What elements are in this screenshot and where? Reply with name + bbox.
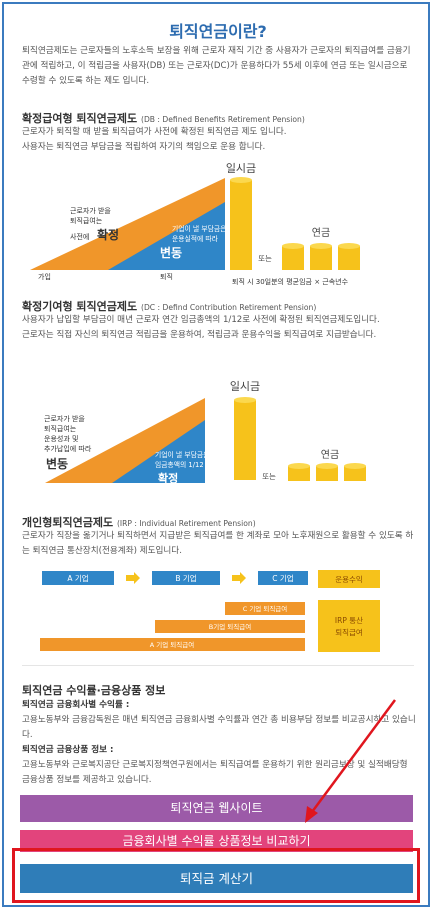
heading-sub: (DC : Defind Contribution Retirement Pen… <box>141 303 317 312</box>
lump-sum-label: 일시금 <box>226 161 256 175</box>
worker-label: 퇴직급여는 <box>44 424 77 433</box>
worker-label: 퇴직급여는 <box>70 216 103 225</box>
returns-box <box>318 570 380 588</box>
heading-sub: (IRP : Individual Retirement Pension) <box>116 519 256 528</box>
arrow <box>232 572 246 584</box>
or-label: 또는 <box>262 472 276 481</box>
worker-label: 근로자가 받을 <box>70 206 111 215</box>
body-line: 사용자는 퇴직연금 부담금을 적립하여 자기의 책임으로 운용 합니다. <box>22 142 266 152</box>
info-body: 퇴직연금 금융회사별 수익률 : 고용노동부와 금융감독원은 매년 퇴직연금 금… <box>22 698 416 788</box>
section-heading: 확정기여형 퇴직연금제도 (DC : Defind Contribution R… <box>22 298 316 314</box>
intro-text: 퇴직연금제도는 근로자들의 노후소득 보장을 위해 근로자 재직 기간 중 사용… <box>22 46 411 86</box>
annuity-label: 연금 <box>312 227 330 239</box>
employer-state: 변동 <box>160 245 182 260</box>
lump-sum-label: 일시금 <box>230 379 260 393</box>
info-label: 퇴직연금 금융회사별 수익률 : <box>22 700 130 710</box>
compare-button[interactable]: 금융회사별 수익률 상품정보 비교하기 <box>20 830 413 852</box>
returns-label: 운용수익 <box>335 574 363 584</box>
company-box <box>152 571 220 585</box>
section-body: 사용자가 납입할 부담금이 매년 근로자 연간 임금총액의 1/12로 사전에 … <box>22 313 416 343</box>
employer-state: 확정 <box>158 471 178 485</box>
dc-diagram: 일시금 연금 또는 근로자가 받을 퇴직급여는 운용성과 및 추가납입에 따라 … <box>44 379 366 485</box>
worker-state: 확정 <box>97 227 119 242</box>
section-body: 근로자가 직장을 옮기거나 퇴직하면서 지급받은 퇴직급여를 한 계좌로 모아 … <box>22 531 414 556</box>
employer-area <box>112 420 205 483</box>
employer-label: 기업이 낼 부담금은 <box>155 450 209 459</box>
db-diagram: 일시금 연금 또는 근로자가 받을 퇴직급여는 사전에 확정 기업이 낼 부담금… <box>30 161 360 286</box>
cylinder-top <box>230 177 252 183</box>
formula-label: 퇴직 시 30일분의 평균임금 × 근속년수 <box>232 277 349 286</box>
worker-label: 운용성과 및 <box>44 434 78 443</box>
worker-label: 근로자가 받을 <box>44 414 85 423</box>
irp-total-label: IRP 통산 <box>335 615 363 625</box>
annuity-cylinders <box>282 246 360 270</box>
payout-label: A 기업 퇴직급여 <box>150 640 194 649</box>
annuity-label: 연금 <box>321 449 339 461</box>
body-line: 근로자가 퇴직할 때 받을 퇴직급여가 사전에 확정된 퇴직연금 제도 입니다. <box>22 127 287 137</box>
payout-label: B기업 퇴직급여 <box>209 622 251 631</box>
irp-total-label: 퇴직급여 <box>335 627 363 637</box>
heading-text: 개인형퇴직연금제도 <box>22 516 114 529</box>
worker-label: 추가납입에 따라 <box>44 444 92 453</box>
heading-text: 확정급여형 퇴직연금제도 <box>22 112 138 125</box>
info-heading: 퇴직연금 수익률·금융상품 정보 <box>22 684 166 697</box>
payout-bar <box>40 638 305 651</box>
company-box <box>42 571 114 585</box>
company-box <box>258 571 308 585</box>
body-line: 사용자가 납입할 부담금이 매년 근로자 연간 임금총액의 1/12로 사전에 … <box>22 315 380 325</box>
annuity-cylinders <box>288 466 366 481</box>
info-text: 고용노동부와 금융감독원은 매년 퇴직연금 금융회사별 수익률과 연간 총 비용… <box>22 715 416 740</box>
payout-bar <box>225 602 305 615</box>
irp-diagram: A 기업 B 기업 C 기업 운용수익 C 기업 퇴직급여 B기업 퇴직급여 A… <box>40 570 380 652</box>
section-heading: 개인형퇴직연금제도 (IRP : Individual Retirement P… <box>22 514 256 530</box>
irp-total-box <box>318 600 380 652</box>
employer-area <box>108 202 225 270</box>
company-label: A 기업 <box>67 574 88 583</box>
separator <box>22 665 414 666</box>
heading-sub: (DB : Defined Benefits Retirement Pensio… <box>141 115 305 124</box>
employer-label: 운용실적에 따라 <box>172 234 219 243</box>
arrow <box>126 572 140 584</box>
section-body: 근로자가 퇴직할 때 받을 퇴직급여가 사전에 확정된 퇴직연금 제도 입니다.… <box>22 125 416 155</box>
payout-label: C 기업 퇴직급여 <box>243 604 288 613</box>
company-label: C 기업 <box>272 574 293 583</box>
page-frame <box>2 2 430 907</box>
section-heading: 확정급여형 퇴직연금제도 (DB : Defined Benefits Reti… <box>22 110 305 126</box>
info-text: 고용노동부와 근로복지공단 근로복지정책연구원에서는 퇴직급여를 운용하기 위한… <box>22 760 408 785</box>
heading-text: 확정기여형 퇴직연금제도 <box>22 300 138 313</box>
employer-label: 기업이 낼 부담금은 <box>172 224 226 233</box>
cylinder-top <box>234 397 256 403</box>
highlight-box <box>12 848 420 903</box>
website-button[interactable]: 퇴직연금 웹사이트 <box>20 795 413 822</box>
or-label: 또는 <box>258 254 272 263</box>
company-label: B 기업 <box>175 574 196 583</box>
worker-label: 사전에 <box>70 232 89 241</box>
body-line: 근로자는 직접 자신의 퇴직연금 적립금을 운용하여, 적립금과 운용수익을 퇴… <box>22 330 377 340</box>
employer-label: 임금총액의 1/12 <box>155 460 204 469</box>
calculator-button[interactable]: 퇴직금 계산기 <box>20 864 413 893</box>
payout-bar <box>155 620 305 633</box>
retire-label: 퇴직 <box>160 272 173 281</box>
page-title: 퇴직연금이란? <box>169 22 267 41</box>
lump-sum-cylinder <box>234 400 256 480</box>
lump-sum-cylinder <box>230 180 252 270</box>
join-label: 가입 <box>38 272 51 281</box>
worker-state: 변동 <box>46 456 68 471</box>
info-label: 퇴직연금 금융상품 정보 : <box>22 745 114 755</box>
